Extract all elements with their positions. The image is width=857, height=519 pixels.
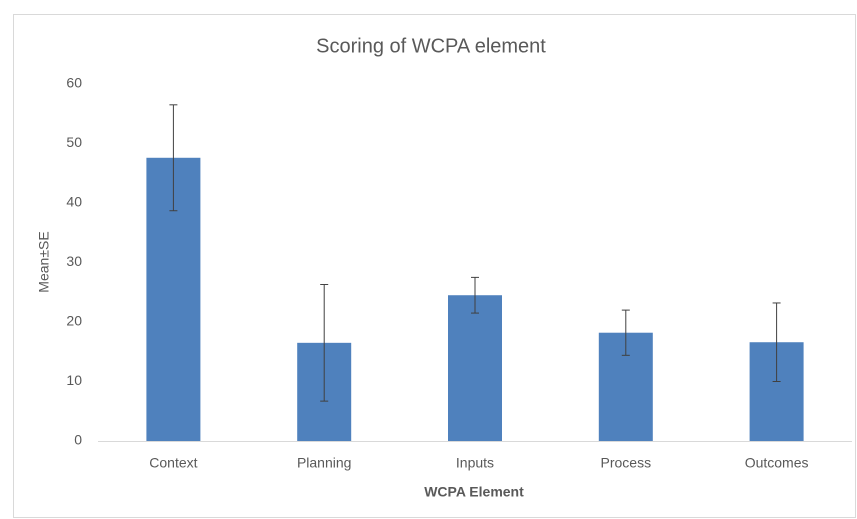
- y-axis-label: Mean±SE: [36, 231, 52, 292]
- y-tick-label: 40: [66, 194, 82, 210]
- error-bar: [621, 309, 630, 356]
- y-tick-label: 30: [66, 253, 82, 269]
- error-bar: [169, 104, 178, 212]
- bar: [448, 295, 502, 441]
- error-bar: [320, 284, 329, 402]
- y-tick-label: 50: [66, 134, 82, 150]
- x-tick-label: Context: [149, 455, 197, 471]
- x-tick-label: Process: [601, 455, 652, 471]
- y-tick-label: 60: [66, 75, 82, 91]
- x-tick-label: Planning: [297, 455, 352, 471]
- y-tick-label: 0: [74, 432, 82, 448]
- y-tick-label: 20: [66, 313, 82, 329]
- x-tick-label: Outcomes: [745, 455, 809, 471]
- y-tick-label: 10: [66, 372, 82, 388]
- chart-title: Scoring of WCPA element: [316, 35, 546, 57]
- x-tick-label: Inputs: [456, 455, 494, 471]
- error-bar: [471, 276, 479, 314]
- error-bar: [772, 302, 781, 382]
- chart-frame: [13, 14, 856, 518]
- x-axis-label: WCPA Element: [424, 484, 524, 500]
